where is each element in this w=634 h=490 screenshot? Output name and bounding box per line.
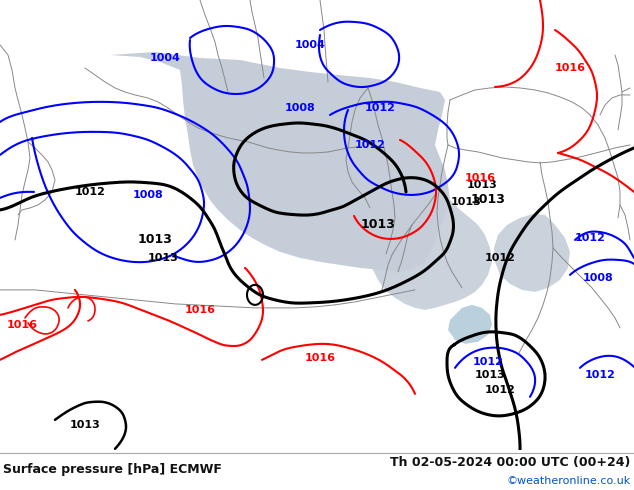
Polygon shape bbox=[110, 52, 450, 272]
Text: 1016: 1016 bbox=[465, 173, 496, 183]
Text: 1008: 1008 bbox=[583, 273, 613, 283]
Text: 1016: 1016 bbox=[184, 305, 216, 315]
Text: 1012: 1012 bbox=[354, 140, 385, 150]
Text: ©weatheronline.co.uk: ©weatheronline.co.uk bbox=[507, 476, 631, 486]
Text: 1013: 1013 bbox=[361, 219, 396, 231]
Text: 1013: 1013 bbox=[70, 420, 100, 430]
Text: 1013: 1013 bbox=[475, 370, 505, 380]
Text: 1013: 1013 bbox=[467, 180, 498, 190]
Text: 1004: 1004 bbox=[150, 53, 181, 63]
Text: 1016: 1016 bbox=[555, 63, 586, 73]
Text: 1008: 1008 bbox=[133, 190, 164, 200]
Text: 1016: 1016 bbox=[6, 320, 37, 330]
Text: 1008: 1008 bbox=[285, 103, 315, 113]
Text: Surface pressure [hPa] ECMWF: Surface pressure [hPa] ECMWF bbox=[3, 463, 222, 476]
Polygon shape bbox=[348, 180, 365, 196]
Text: 1013: 1013 bbox=[148, 253, 178, 263]
Text: 1012: 1012 bbox=[484, 253, 515, 263]
Text: 1013: 1013 bbox=[451, 197, 481, 207]
Text: 1013: 1013 bbox=[138, 233, 172, 246]
Polygon shape bbox=[370, 197, 492, 310]
Text: 1012: 1012 bbox=[365, 103, 396, 113]
Text: 1016: 1016 bbox=[304, 353, 335, 363]
Polygon shape bbox=[448, 305, 492, 344]
Text: 1013: 1013 bbox=[470, 194, 505, 206]
Polygon shape bbox=[494, 214, 570, 292]
Text: 1012: 1012 bbox=[75, 187, 105, 197]
Text: 1012: 1012 bbox=[472, 357, 503, 367]
Text: 1012: 1012 bbox=[574, 233, 605, 243]
Polygon shape bbox=[300, 206, 314, 220]
Text: 1012: 1012 bbox=[484, 385, 515, 395]
Text: Th 02-05-2024 00:00 UTC (00+24): Th 02-05-2024 00:00 UTC (00+24) bbox=[391, 456, 631, 469]
Text: 1012: 1012 bbox=[585, 370, 616, 380]
Text: 1004: 1004 bbox=[295, 40, 325, 50]
Polygon shape bbox=[430, 165, 442, 180]
